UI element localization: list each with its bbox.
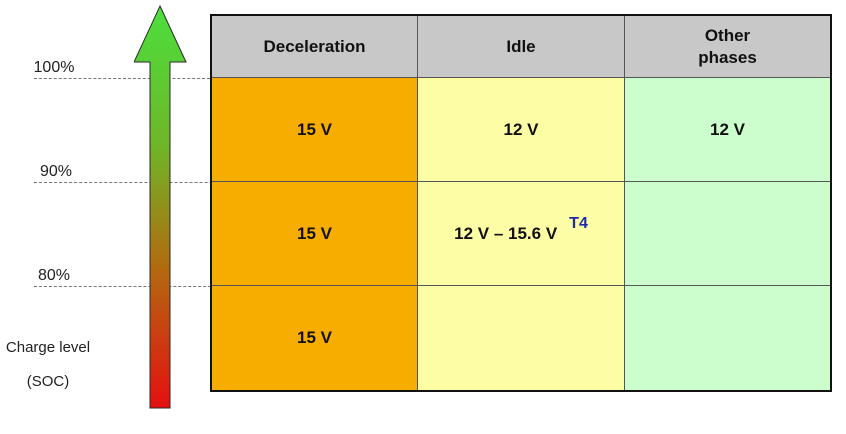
cell-idle-row2: 12 V – 15.6 V T4 — [418, 182, 625, 286]
header-other-line2: phases — [698, 47, 757, 67]
charge-level-arrow-icon — [134, 4, 187, 409]
header-other-phases: Other phases — [625, 16, 830, 78]
voltage-table: Deceleration Idle Other phases 15 V 12 V… — [210, 14, 832, 392]
soc-label-80: 80% — [37, 267, 71, 284]
header-deceleration: Deceleration — [212, 16, 418, 78]
soc-label-100: 100% — [33, 59, 75, 76]
axis-label-soc: (SOC) — [26, 373, 70, 390]
cell-decel-row3: 15 V — [212, 286, 418, 390]
idle-range-value: 12 V – 15.6 V — [454, 223, 558, 243]
cell-decel-row2: 15 V — [212, 182, 418, 286]
soc-label-90: 90% — [39, 163, 73, 180]
cell-decel-row1: 15 V — [212, 78, 418, 182]
header-idle: Idle — [418, 16, 625, 78]
cell-other-row2 — [625, 182, 830, 286]
header-other-line1: Other — [704, 25, 751, 45]
axis-label-charge-level: Charge level — [5, 339, 91, 356]
idle-tag-t4: T4 — [569, 214, 588, 232]
cell-idle-row3 — [418, 286, 625, 390]
soc-guide-100 — [34, 78, 210, 79]
cell-other-row3 — [625, 286, 830, 390]
cell-other-row1: 12 V — [625, 78, 830, 182]
cell-idle-row1: 12 V — [418, 78, 625, 182]
